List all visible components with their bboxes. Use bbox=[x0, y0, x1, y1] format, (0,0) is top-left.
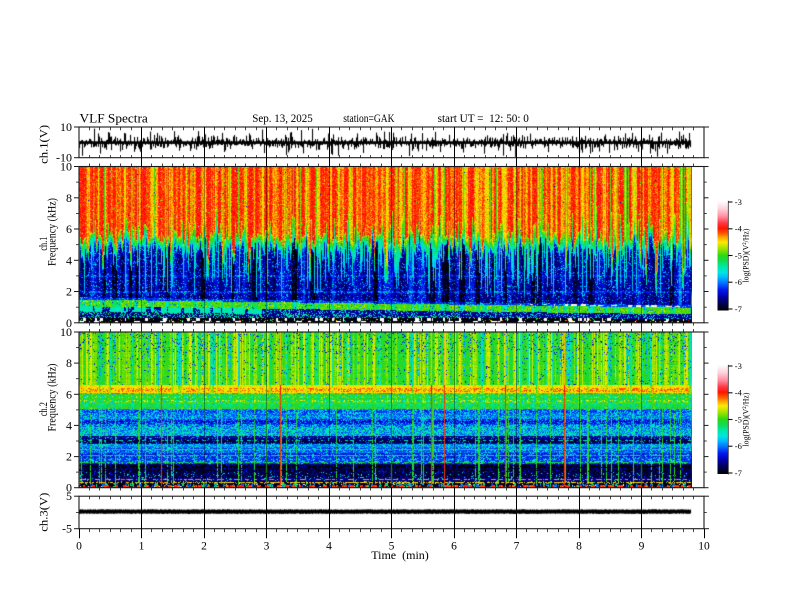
svg-text:8: 8 bbox=[576, 541, 582, 553]
svg-text:Sep. 13, 2025: Sep. 13, 2025 bbox=[252, 111, 312, 125]
svg-text:10: 10 bbox=[60, 160, 72, 174]
svg-text:ch.3(V): ch.3(V) bbox=[37, 493, 51, 532]
svg-text:-3: -3 bbox=[735, 197, 742, 207]
svg-text:log(PSD)(V²/Hz): log(PSD)(V²/Hz) bbox=[741, 392, 751, 446]
svg-text:4: 4 bbox=[66, 253, 72, 267]
svg-text:-3: -3 bbox=[735, 361, 742, 371]
svg-text:2: 2 bbox=[66, 285, 72, 299]
svg-text:start UT = 12: 50: 0: start UT = 12: 50: 0 bbox=[438, 111, 529, 125]
svg-text:10: 10 bbox=[698, 541, 710, 553]
svg-text:-7: -7 bbox=[735, 468, 742, 478]
svg-text:-5: -5 bbox=[62, 522, 72, 536]
svg-text:0: 0 bbox=[66, 481, 72, 495]
svg-text:10: 10 bbox=[60, 325, 72, 339]
svg-text:-10: -10 bbox=[56, 151, 72, 165]
svg-text:-7: -7 bbox=[735, 304, 742, 314]
svg-text:ch.1(V): ch.1(V) bbox=[37, 125, 51, 164]
svg-text:station=GAK: station=GAK bbox=[343, 111, 395, 125]
svg-text:-5: -5 bbox=[735, 414, 742, 424]
svg-text:Time (min): Time (min) bbox=[371, 548, 429, 562]
svg-text:2: 2 bbox=[201, 541, 207, 553]
svg-text:Frequency (kHz): Frequency (kHz) bbox=[46, 363, 58, 431]
svg-text:0: 0 bbox=[66, 316, 72, 330]
svg-text:6: 6 bbox=[66, 222, 72, 236]
svg-text:0: 0 bbox=[76, 541, 82, 553]
svg-text:9: 9 bbox=[639, 541, 645, 553]
svg-text:5: 5 bbox=[66, 489, 72, 503]
svg-text:-6: -6 bbox=[735, 277, 742, 287]
svg-text:1: 1 bbox=[139, 541, 145, 553]
svg-text:-4: -4 bbox=[735, 388, 743, 398]
svg-text:2: 2 bbox=[66, 450, 72, 464]
svg-text:Frequency (kHz): Frequency (kHz) bbox=[46, 198, 58, 266]
svg-text:-6: -6 bbox=[735, 441, 742, 451]
svg-text:-5: -5 bbox=[735, 250, 742, 260]
svg-text:7: 7 bbox=[514, 541, 520, 553]
svg-text:10: 10 bbox=[60, 120, 72, 134]
svg-text:4: 4 bbox=[66, 418, 72, 432]
svg-text:ch.1: ch.1 bbox=[36, 237, 50, 251]
svg-text:-4: -4 bbox=[735, 224, 743, 234]
svg-text:6: 6 bbox=[451, 541, 457, 553]
svg-text:ch.2: ch.2 bbox=[36, 402, 50, 416]
svg-text:log(PSD)(V²/Hz): log(PSD)(V²/Hz) bbox=[741, 228, 751, 282]
svg-text:5: 5 bbox=[389, 541, 395, 553]
svg-text:3: 3 bbox=[264, 541, 270, 553]
svg-text:6: 6 bbox=[66, 387, 72, 401]
svg-text:4: 4 bbox=[326, 541, 332, 553]
svg-text:8: 8 bbox=[66, 191, 72, 205]
svg-text:8: 8 bbox=[66, 356, 72, 370]
svg-text:VLF Spectra: VLF Spectra bbox=[80, 111, 149, 126]
